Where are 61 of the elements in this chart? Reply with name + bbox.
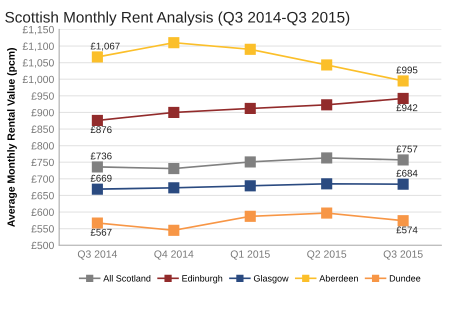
data-label: £574 xyxy=(396,226,418,234)
y-tick-label: £850 xyxy=(31,126,54,133)
legend-label: Aberdeen xyxy=(319,274,358,282)
y-tick-label: £600 xyxy=(31,208,54,216)
legend-label: Edinburgh xyxy=(182,274,222,284)
point xyxy=(168,182,180,194)
y-tick-label: £1,150 xyxy=(22,26,54,35)
legend-label: Glasgow xyxy=(254,274,289,284)
point xyxy=(92,184,103,195)
y-tick-label: £1,050 xyxy=(22,59,54,68)
x-tick-label: Q4 2014 xyxy=(154,250,194,260)
point xyxy=(321,207,332,219)
y-tick-label: £650 xyxy=(31,192,54,200)
data-label: £736 xyxy=(90,152,112,160)
point xyxy=(244,210,256,222)
point xyxy=(168,37,180,48)
data-label: £876 xyxy=(90,126,112,134)
x-tick-label: Q1 2015 xyxy=(230,250,270,260)
point xyxy=(321,59,332,71)
x-tick-label: Q3 2015 xyxy=(384,250,423,260)
point xyxy=(244,44,256,55)
legend-label: Dundee xyxy=(390,274,420,282)
point xyxy=(398,92,409,104)
point xyxy=(398,75,409,86)
x-tick-label: Q2 2015 xyxy=(307,250,346,260)
point xyxy=(92,217,103,229)
data-label: £567 xyxy=(90,228,112,236)
legend-label: All Scotland xyxy=(103,274,150,282)
point xyxy=(92,161,103,172)
point xyxy=(398,154,409,166)
y-tick-label: £500 xyxy=(31,242,54,250)
point xyxy=(244,102,256,114)
point xyxy=(398,215,409,226)
point xyxy=(398,178,409,190)
y-tick-label: £1,000 xyxy=(22,76,54,84)
y-tick-label: £950 xyxy=(31,92,54,100)
data-label: £942 xyxy=(396,104,418,112)
point xyxy=(321,99,332,110)
data-label: £684 xyxy=(396,170,418,177)
y-tick-label: £900 xyxy=(31,108,54,116)
y-tick-label: £750 xyxy=(31,158,54,166)
data-label: £757 xyxy=(396,146,418,152)
y-tick-label: £700 xyxy=(31,175,54,183)
point xyxy=(92,114,103,126)
point xyxy=(321,178,332,190)
chart-title: Scottish Monthly Rent Analysis (Q3 2014-Q3 2015) xyxy=(5,11,350,26)
point xyxy=(168,162,180,174)
point xyxy=(168,224,180,236)
point xyxy=(321,152,332,164)
y-tick-label: £1,100 xyxy=(22,42,54,52)
point xyxy=(244,156,256,168)
point xyxy=(168,106,180,118)
data-label: £995 xyxy=(396,66,418,74)
point xyxy=(92,51,103,63)
point xyxy=(244,180,256,192)
data-label: £669 xyxy=(90,174,112,182)
x-tick-label: Q3 2014 xyxy=(78,250,118,260)
y-tick-label: £800 xyxy=(31,142,54,150)
y-tick-label: £550 xyxy=(31,225,54,233)
y-axis-title: Average Monthly Rental Value (pcm) xyxy=(7,48,17,227)
data-label: £1,067 xyxy=(90,42,120,51)
